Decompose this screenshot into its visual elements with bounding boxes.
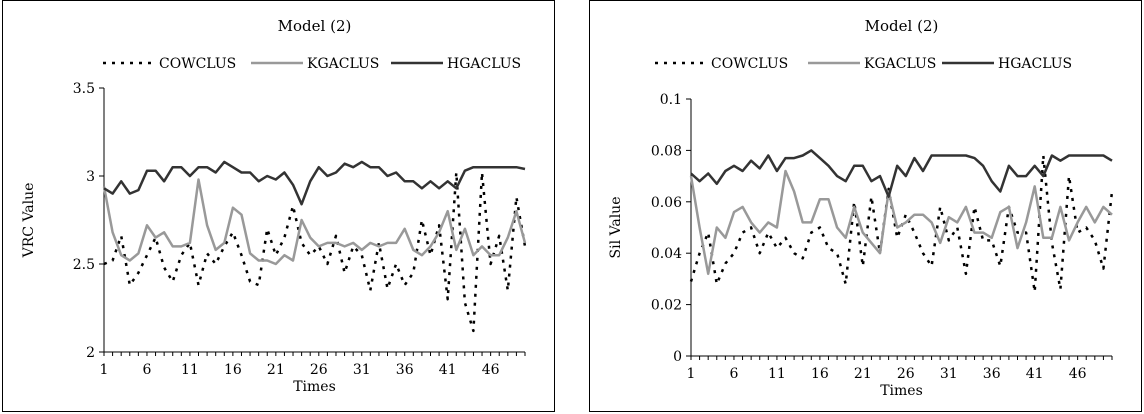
x-tick-label: 46 — [482, 362, 500, 378]
y-tick-label: 0.1 — [660, 92, 682, 108]
legend-label-cowclus: COWCLUS — [711, 56, 788, 72]
legend: COWCLUS KGACLUS HGACLUS — [103, 56, 521, 72]
x-tick-label: 31 — [353, 362, 371, 378]
y-tick-label: 0.02 — [651, 298, 682, 314]
legend: COWCLUS KGACLUS HGACLUS — [655, 56, 1072, 72]
x-tick-label: 26 — [310, 362, 328, 378]
legend-label-kgaclus: KGACLUS — [307, 56, 379, 72]
x-tick-label: 41 — [1026, 366, 1044, 382]
x-tick-label: 36 — [983, 366, 1001, 382]
y-tick-label: 0.04 — [651, 246, 682, 262]
y-axis-title: Sil Value — [608, 197, 624, 259]
x-tick-label: 46 — [1069, 366, 1087, 382]
y-tick-label: 3 — [86, 169, 95, 185]
series-line-hgaclus — [690, 149, 1113, 198]
x-tick-label: 6 — [729, 366, 738, 382]
x-tick-label: 11 — [768, 366, 786, 382]
x-tick-label: 16 — [811, 366, 829, 382]
y-tick-label: 2.5 — [73, 257, 95, 273]
y-tick-label: 3.5 — [73, 81, 95, 97]
y-tick-label: 2 — [86, 345, 95, 361]
legend-label-cowclus: COWCLUS — [159, 56, 236, 72]
x-tick-label: 11 — [181, 362, 199, 378]
x-tick-label: 16 — [224, 362, 242, 378]
x-tick-label: 6 — [142, 362, 151, 378]
x-tick-label: 31 — [940, 366, 958, 382]
series-line-hgaclus — [103, 160, 526, 206]
legend-label-kgaclus: KGACLUS — [864, 56, 936, 72]
y-tick-label: 0.06 — [651, 195, 682, 211]
y-tick-label: 0.08 — [651, 143, 682, 159]
legend-label-hgaclus: HGACLUS — [447, 56, 521, 72]
chart-panel-sil: Model (2) COWCLUS KGACLUS HGACLUS 0 0.02 0.04 0… — [589, 0, 1142, 412]
x-tick-label: 21 — [854, 366, 872, 382]
x-axis-title: Times — [880, 383, 923, 399]
x-tick-label: 41 — [439, 362, 457, 378]
series-line-cowclus — [103, 171, 527, 333]
x-tick-label: 26 — [897, 366, 915, 382]
x-tick-label: 1 — [687, 366, 696, 382]
x-axis-title: Times — [293, 379, 336, 395]
legend-label-hgaclus: HGACLUS — [998, 56, 1072, 72]
sil-chart: Model (2) COWCLUS KGACLUS HGACLUS 0 0.02 0.04 0… — [608, 17, 1114, 399]
series-line-kgaclus — [102, 178, 527, 266]
chart-panel-vrc: Model (2) COWCLUS KGACLUS HGACLUS 2 2.5 3 3.5 1 6… — [2, 0, 555, 412]
series-line-kgaclus — [689, 169, 1113, 276]
y-tick-label: 0 — [673, 349, 682, 365]
chart-title: Model (2) — [278, 17, 352, 35]
chart-title: Model (2) — [865, 17, 939, 35]
x-tick-label: 21 — [267, 362, 285, 378]
x-tick-label: 1 — [100, 362, 109, 378]
x-tick-label: 36 — [396, 362, 414, 378]
y-axis-title: VRC Value — [21, 183, 37, 259]
